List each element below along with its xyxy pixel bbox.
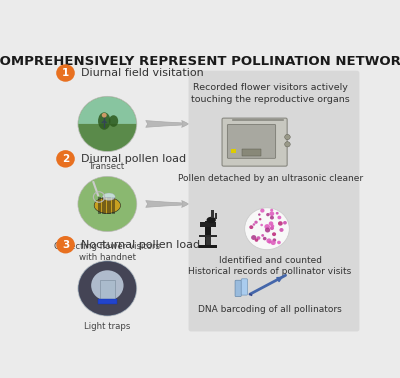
Circle shape: [279, 228, 284, 232]
Bar: [200, 222, 216, 227]
Bar: [211, 211, 214, 218]
Circle shape: [277, 215, 281, 219]
Circle shape: [270, 226, 274, 230]
Text: Identified and counted
Historical records of pollinator visits: Identified and counted Historical record…: [188, 256, 352, 276]
Text: Pollen detached by an ultrasonic cleaner: Pollen detached by an ultrasonic cleaner: [178, 174, 363, 183]
Text: Light traps: Light traps: [84, 322, 130, 332]
Text: Collecting flower visitors
with handnet: Collecting flower visitors with handnet: [54, 242, 160, 262]
Bar: [215, 213, 217, 219]
Ellipse shape: [109, 115, 118, 127]
Circle shape: [56, 150, 75, 167]
Wedge shape: [78, 124, 136, 151]
Circle shape: [278, 221, 283, 226]
Circle shape: [254, 221, 258, 224]
Text: Nocturnal pollen load: Nocturnal pollen load: [81, 240, 200, 250]
Circle shape: [245, 208, 289, 250]
Circle shape: [78, 261, 137, 316]
Circle shape: [270, 209, 273, 212]
Circle shape: [266, 239, 272, 243]
Bar: [242, 149, 261, 156]
Bar: [100, 280, 115, 300]
Circle shape: [91, 270, 124, 301]
FancyBboxPatch shape: [188, 71, 359, 332]
Text: DNA barcoding of all pollinators: DNA barcoding of all pollinators: [198, 305, 342, 314]
FancyBboxPatch shape: [222, 118, 287, 166]
Ellipse shape: [94, 197, 120, 214]
Circle shape: [78, 177, 136, 231]
Text: 2: 2: [62, 154, 69, 164]
Bar: [112, 197, 116, 214]
Circle shape: [285, 135, 290, 139]
Circle shape: [78, 261, 136, 316]
Circle shape: [270, 216, 274, 220]
Circle shape: [261, 234, 264, 237]
Circle shape: [263, 237, 266, 240]
Bar: [199, 235, 218, 237]
Text: COMPREHENSIVELY REPRESENT POLLINATION NETWORKS: COMPREHENSIVELY REPRESENT POLLINATION NE…: [0, 55, 400, 68]
Bar: [205, 222, 211, 245]
Circle shape: [277, 241, 281, 244]
Circle shape: [269, 211, 274, 216]
Text: Recorded flower visitors actively
touching the reproductive organs: Recorded flower visitors actively touchi…: [191, 83, 350, 104]
Wedge shape: [78, 97, 136, 124]
Circle shape: [249, 225, 253, 229]
Circle shape: [253, 223, 255, 226]
Circle shape: [255, 239, 258, 242]
Bar: [98, 197, 102, 214]
Circle shape: [269, 222, 273, 226]
Ellipse shape: [206, 217, 216, 223]
Bar: [206, 234, 210, 245]
Ellipse shape: [98, 112, 110, 130]
Circle shape: [283, 221, 287, 225]
Circle shape: [272, 232, 276, 236]
Circle shape: [260, 224, 263, 226]
Circle shape: [271, 225, 274, 228]
FancyBboxPatch shape: [241, 279, 248, 295]
FancyBboxPatch shape: [227, 124, 276, 158]
Text: 3: 3: [62, 240, 69, 250]
Circle shape: [266, 213, 270, 216]
Bar: [102, 197, 106, 214]
Text: Diurnal pollen load: Diurnal pollen load: [81, 154, 186, 164]
Bar: [107, 197, 111, 214]
Circle shape: [285, 142, 290, 147]
FancyBboxPatch shape: [235, 280, 241, 297]
Circle shape: [251, 235, 256, 240]
Circle shape: [258, 214, 260, 216]
Circle shape: [56, 236, 75, 254]
Circle shape: [271, 240, 276, 245]
Circle shape: [268, 241, 271, 243]
Text: Transect: Transect: [89, 162, 126, 171]
Bar: [231, 149, 236, 153]
Circle shape: [256, 236, 260, 240]
Text: 1: 1: [62, 68, 69, 78]
Circle shape: [276, 212, 279, 215]
Circle shape: [265, 228, 270, 232]
Circle shape: [264, 224, 270, 229]
Circle shape: [272, 239, 276, 242]
Bar: [98, 299, 117, 304]
Ellipse shape: [103, 193, 115, 200]
Text: Diurnal field visitation: Diurnal field visitation: [81, 68, 204, 78]
Circle shape: [56, 64, 75, 82]
Circle shape: [78, 96, 137, 152]
Circle shape: [102, 113, 107, 118]
Bar: [199, 245, 218, 248]
Circle shape: [78, 176, 137, 232]
Ellipse shape: [205, 237, 211, 240]
Circle shape: [259, 218, 262, 220]
Circle shape: [260, 209, 264, 213]
